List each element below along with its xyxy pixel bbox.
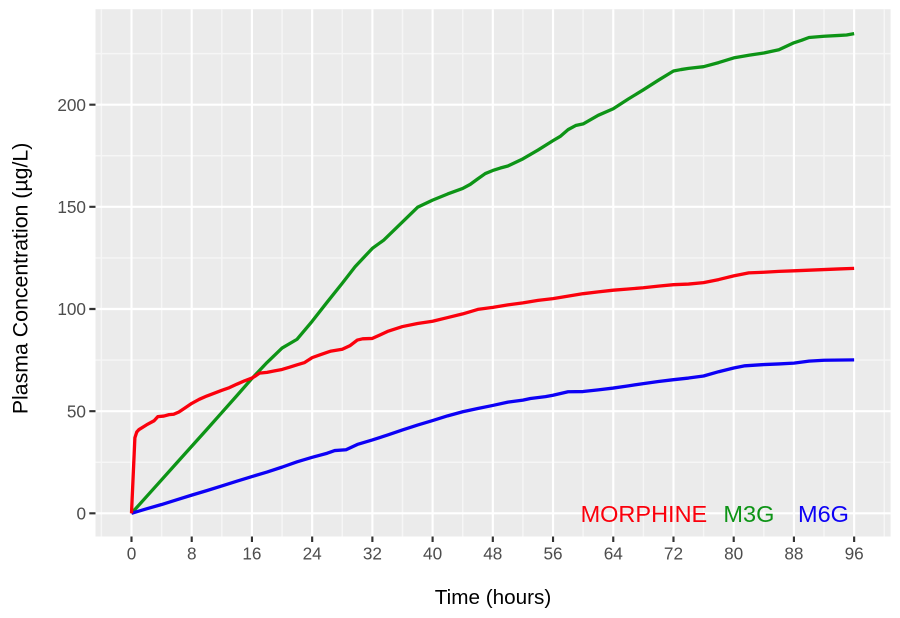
svg-text:16: 16 [242, 543, 261, 563]
svg-text:200: 200 [57, 95, 86, 115]
svg-text:M6G: M6G [798, 501, 849, 527]
svg-text:0: 0 [76, 504, 86, 524]
svg-text:48: 48 [483, 543, 502, 563]
svg-text:150: 150 [57, 197, 86, 217]
svg-text:24: 24 [303, 543, 323, 563]
svg-text:50: 50 [67, 401, 86, 421]
svg-text:96: 96 [845, 543, 864, 563]
svg-text:0: 0 [127, 543, 137, 563]
svg-text:32: 32 [363, 543, 382, 563]
svg-text:MORPHINE: MORPHINE [581, 501, 708, 527]
svg-text:64: 64 [604, 543, 624, 563]
svg-text:88: 88 [784, 543, 803, 563]
svg-text:8: 8 [187, 543, 197, 563]
svg-text:72: 72 [664, 543, 683, 563]
svg-text:56: 56 [543, 543, 562, 563]
svg-text:100: 100 [57, 299, 86, 319]
svg-text:Plasma Concentration (µg/L): Plasma Concentration (µg/L) [9, 143, 33, 415]
svg-text:M3G: M3G [723, 501, 774, 527]
svg-text:80: 80 [724, 543, 743, 563]
svg-text:Time (hours): Time (hours) [435, 586, 551, 609]
svg-text:40: 40 [423, 543, 442, 563]
